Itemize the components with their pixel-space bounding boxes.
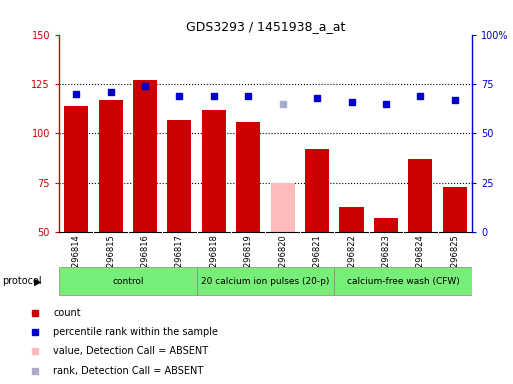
Text: control: control bbox=[112, 277, 144, 286]
Text: GSM296824: GSM296824 bbox=[416, 234, 425, 285]
Text: GSM296825: GSM296825 bbox=[450, 234, 459, 285]
Bar bbox=[271, 183, 295, 232]
Bar bbox=[59, 267, 196, 295]
Text: GSM296819: GSM296819 bbox=[244, 234, 253, 285]
Text: GSM296821: GSM296821 bbox=[312, 234, 322, 285]
Title: GDS3293 / 1451938_a_at: GDS3293 / 1451938_a_at bbox=[186, 20, 345, 33]
Text: calcium-free wash (CFW): calcium-free wash (CFW) bbox=[347, 277, 460, 286]
Bar bbox=[64, 106, 88, 232]
Bar bbox=[340, 207, 364, 232]
Text: 20 calcium ion pulses (20-p): 20 calcium ion pulses (20-p) bbox=[201, 277, 330, 286]
Text: GSM296822: GSM296822 bbox=[347, 234, 356, 285]
Text: GSM296815: GSM296815 bbox=[106, 234, 115, 285]
Bar bbox=[443, 187, 467, 232]
Text: percentile rank within the sample: percentile rank within the sample bbox=[53, 327, 219, 337]
Text: protocol: protocol bbox=[3, 276, 42, 286]
Text: GSM296814: GSM296814 bbox=[72, 234, 81, 285]
Bar bbox=[374, 218, 398, 232]
Text: GSM296816: GSM296816 bbox=[141, 234, 149, 285]
Bar bbox=[408, 159, 432, 232]
Bar bbox=[236, 122, 260, 232]
Text: GSM296817: GSM296817 bbox=[175, 234, 184, 285]
Text: value, Detection Call = ABSENT: value, Detection Call = ABSENT bbox=[53, 346, 208, 356]
Bar bbox=[133, 80, 157, 232]
Bar bbox=[202, 110, 226, 232]
Bar bbox=[196, 267, 334, 295]
Bar bbox=[334, 267, 472, 295]
Text: rank, Detection Call = ABSENT: rank, Detection Call = ABSENT bbox=[53, 366, 204, 376]
Bar bbox=[98, 100, 123, 232]
Bar bbox=[305, 149, 329, 232]
Text: GSM296823: GSM296823 bbox=[382, 234, 390, 285]
Text: count: count bbox=[53, 308, 81, 318]
Text: GSM296818: GSM296818 bbox=[209, 234, 219, 285]
Bar bbox=[167, 119, 191, 232]
Text: GSM296820: GSM296820 bbox=[278, 234, 287, 285]
Text: ▶: ▶ bbox=[34, 276, 42, 286]
